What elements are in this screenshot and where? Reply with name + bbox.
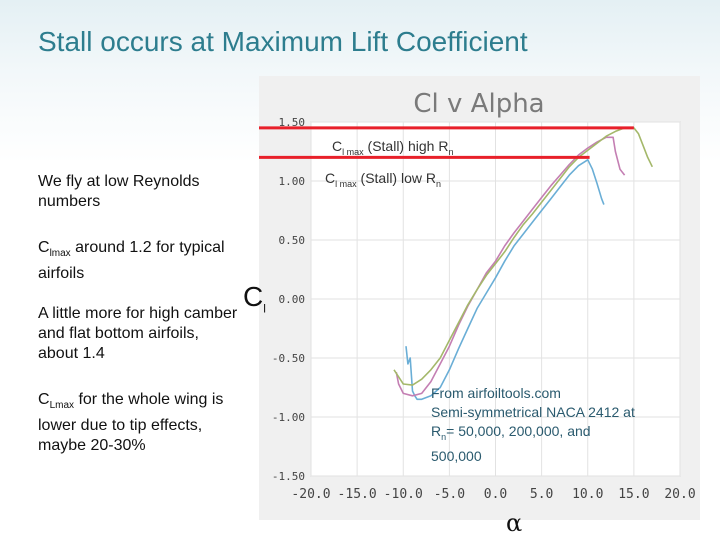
- cl-symbol-sub: l: [263, 301, 266, 316]
- bullet-clmax-typical: Clmax around 1.2 for typical airfoils: [38, 238, 228, 284]
- y-tick-label: 1.00: [279, 175, 306, 188]
- y-tick-label: -0.50: [272, 352, 305, 365]
- bullet-clmax-sub: lmax: [49, 248, 71, 260]
- cl-symbol-main: C: [243, 281, 264, 312]
- x-tick-label: -10.0: [384, 487, 423, 502]
- stall-low-label-main: C: [325, 170, 336, 186]
- alpha-axis-symbol: α: [506, 509, 523, 537]
- x-tick-label: -5.0: [434, 487, 465, 502]
- chart-panel: Cl v Alpha 1.50 1.00 0.50 0.00 -0.50 -1.00 -1.5…: [259, 76, 700, 520]
- source-note: From airfoiltools.com Semi-symmetrical N…: [431, 384, 691, 466]
- chart-title: Cl v Alpha: [413, 89, 544, 119]
- stall-low-label: Cl max (Stall) low Rn: [325, 170, 441, 189]
- y-tick-label: 0.50: [279, 234, 306, 247]
- x-tick-label: 20.0: [664, 487, 695, 502]
- source-rn-main: R: [431, 423, 442, 439]
- bullet-low-reynolds: We fly at low Reynolds numbers: [38, 173, 200, 210]
- stall-low-label-rest: (Stall) low R: [356, 170, 436, 186]
- source-rn-sub: n: [441, 431, 447, 442]
- y-tick-label: 1.50: [279, 116, 306, 129]
- bullet-whole-wing-c: C: [38, 391, 50, 408]
- y-tick-label: 0.00: [279, 293, 306, 306]
- cl-axis-symbol: Cl: [243, 281, 266, 316]
- bullet-whole-wing-rest: for the whole wing is lower due to tip e…: [38, 391, 224, 455]
- stall-high-label-sub: l max: [342, 146, 364, 157]
- stall-high-label-rn: n: [448, 146, 454, 157]
- x-tick-label: -20.0: [291, 487, 330, 502]
- stall-low-label-rn: n: [436, 178, 442, 189]
- x-tick-label: 0.0: [484, 487, 507, 502]
- stall-high-label: Cl max (Stall) high Rn: [332, 138, 453, 157]
- stall-low-label-sub: l max: [335, 178, 357, 189]
- stall-high-label-rest: (Stall) high R: [363, 138, 449, 154]
- bullet-clmax-rest: around 1.2 for typical airfoils: [38, 239, 225, 283]
- x-tick-label: -15.0: [338, 487, 377, 502]
- source-rn-rest: = 50,000, 200,000, and: [446, 423, 591, 439]
- bullet-whole-wing-sub: Lmax: [49, 400, 75, 412]
- source-line-4: 500,000: [431, 447, 482, 464]
- source-line-2: Semi-symmetrical NACA 2412 at: [431, 404, 635, 420]
- source-line-3: Rn= 50,000, 200,000, and: [431, 422, 691, 447]
- y-tick-label: -1.50: [272, 470, 305, 483]
- y-tick-label: -1.00: [272, 411, 305, 424]
- x-tick-label: 15.0: [618, 487, 649, 502]
- stall-high-label-main: C: [332, 138, 343, 154]
- slide-title: Stall occurs at Maximum Lift Coefficient: [38, 26, 528, 57]
- bullet-whole-wing: CLmax for the whole wing is lower due to…: [38, 390, 253, 456]
- source-line-1: From airfoiltools.com: [431, 385, 561, 401]
- x-tick-label: 5.0: [530, 487, 553, 502]
- series-line: [405, 159, 605, 401]
- x-tick-label: 10.0: [572, 487, 603, 502]
- bullet-clmax-c: C: [38, 239, 50, 256]
- bullet-high-camber: A little more for high camber and flat b…: [38, 305, 238, 362]
- cl-alpha-chart: Cl v Alpha 1.50 1.00 0.50 0.00 -0.50 -1.00 -1.5…: [259, 89, 696, 502]
